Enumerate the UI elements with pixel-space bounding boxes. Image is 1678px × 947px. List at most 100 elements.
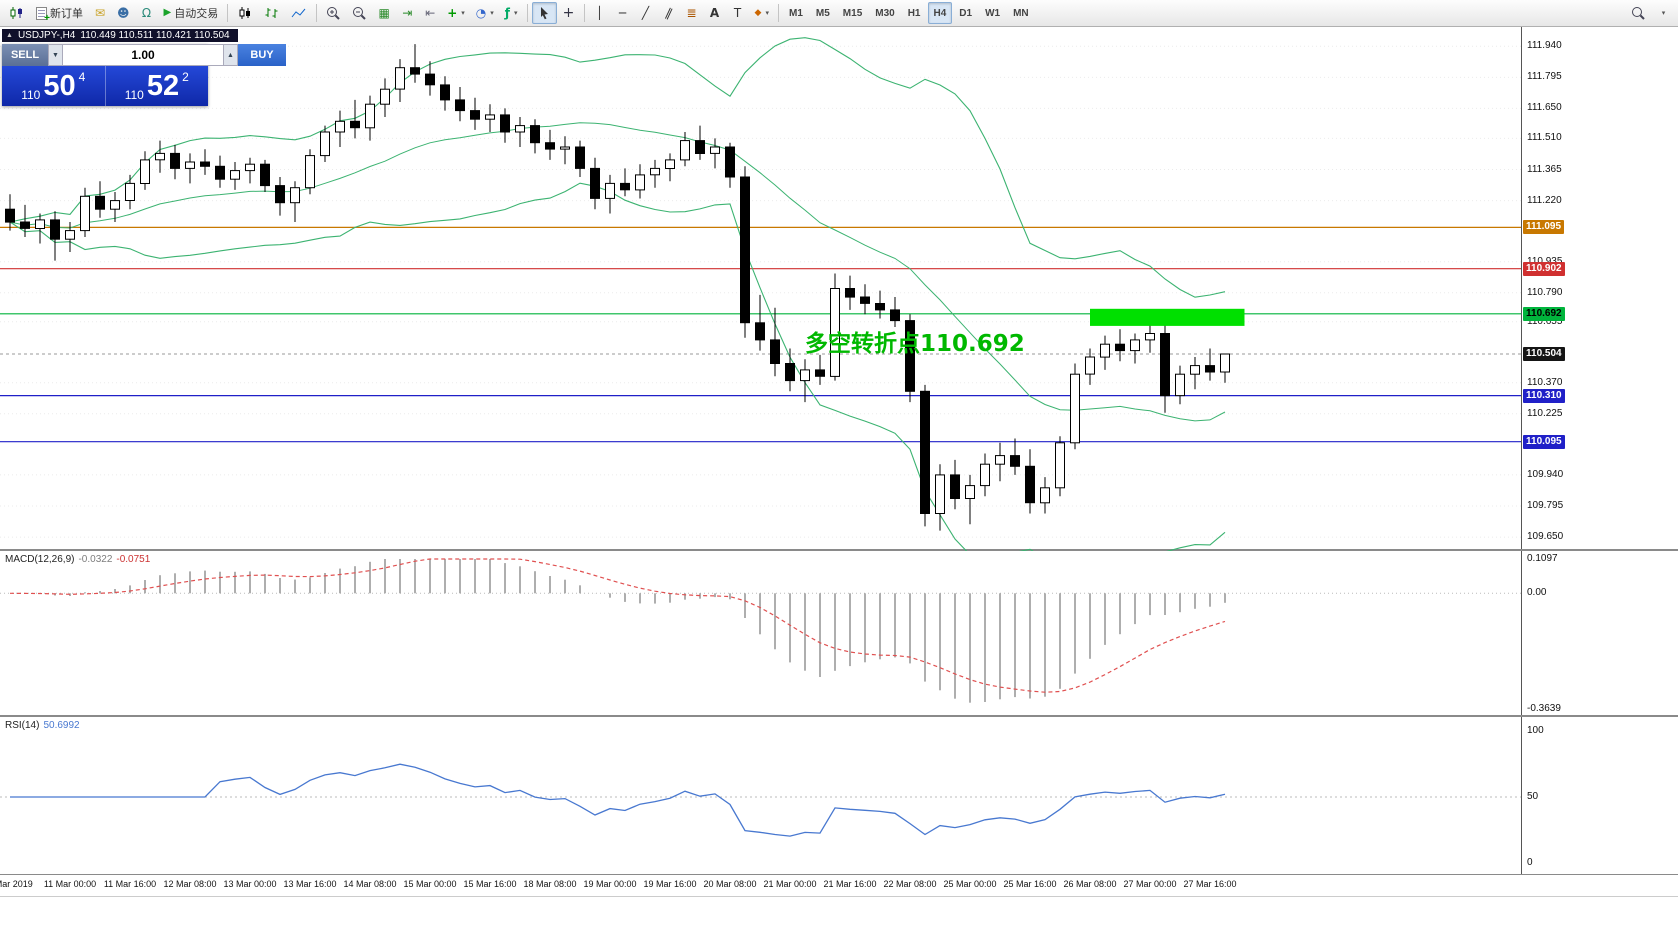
time-axis[interactable]: 8 Mar 2019 11 Mar 00:00 11 Mar 16:00 12 Mar… xyxy=(0,875,1678,897)
price-scale[interactable]: 111.940 111.795 111.650 111.510 111.365 111.2… xyxy=(1521,27,1678,549)
rsi-scale-100: 100 xyxy=(1527,725,1544,736)
zoom-out-icon xyxy=(353,6,366,20)
macd-chart[interactable] xyxy=(0,551,1521,717)
macd-signal-value: -0.0751 xyxy=(116,554,151,565)
rsi-panel[interactable]: RSI(14) 50.6992 100 50 0 xyxy=(0,717,1678,875)
search-button[interactable] xyxy=(1626,2,1651,24)
bar-mode-button[interactable] xyxy=(259,2,285,24)
buy-pipette: 2 xyxy=(182,70,189,84)
vertical-line-icon: │ xyxy=(595,6,604,20)
macd-scale[interactable]: 0.1097 0.00 -0.3639 xyxy=(1521,551,1678,715)
timeframe-mn-button[interactable]: MN xyxy=(1013,7,1029,19)
timeframe-m5-button[interactable]: M5 xyxy=(815,7,830,19)
timeframe-m30-button[interactable]: M30 xyxy=(875,7,895,19)
one-click-trading-widget: SELL ▼ ▲ BUY 110 50 4 110 52 2 xyxy=(2,44,286,106)
rsi-chart[interactable] xyxy=(0,717,1521,875)
timeframe-w1-button[interactable]: W1 xyxy=(985,7,1001,19)
new-order-button[interactable]: 新订单 xyxy=(31,2,88,24)
price-tick: 109.650 xyxy=(1527,531,1564,542)
chart-window-button[interactable] xyxy=(4,2,30,24)
timeframe-h4-button[interactable]: H4 xyxy=(927,2,953,24)
time-label: 11 Mar 16:00 xyxy=(103,879,157,889)
price-tick: 110.790 xyxy=(1527,287,1563,298)
arrows-tool-button[interactable]: ◆ ▾ xyxy=(750,2,774,24)
hline-tool-button[interactable]: ─ xyxy=(612,2,634,24)
pivot-annotation: 多空转折点110.692 xyxy=(805,331,1025,357)
price-tick: 111.365 xyxy=(1527,164,1562,175)
time-label: 15 Mar 00:00 xyxy=(403,879,457,889)
time-label: 21 Mar 16:00 xyxy=(823,879,877,889)
timeframe-d1-button[interactable]: D1 xyxy=(959,7,973,19)
zoom-out-button[interactable] xyxy=(347,2,372,24)
sell-price-display[interactable]: 110 50 4 xyxy=(2,66,106,106)
cursor-icon xyxy=(540,6,548,19)
label-icon: T xyxy=(733,6,742,20)
candlestick-chart[interactable] xyxy=(0,27,1521,551)
trendline-tool-button[interactable]: ╱ xyxy=(635,2,657,24)
support-button[interactable]: Ω xyxy=(136,2,158,24)
macd-panel[interactable]: MACD(12,26,9) -0.0322 -0.0751 0.1097 0.00 … xyxy=(0,551,1678,717)
accounts-button[interactable]: ☻ xyxy=(112,2,135,24)
price-level-badge: 110.902 xyxy=(1523,262,1565,276)
arrows-icon: ◆ xyxy=(754,7,762,18)
label-tool-button[interactable]: T xyxy=(727,2,749,24)
auto-scroll-button[interactable]: ⇥ xyxy=(396,2,418,24)
mail-button[interactable]: ✉ xyxy=(89,2,111,24)
time-label: 19 Mar 00:00 xyxy=(583,879,637,889)
price-tick: 110.655 xyxy=(1527,316,1563,327)
time-label: 26 Mar 08:00 xyxy=(1063,879,1117,889)
price-tick: 110.370 xyxy=(1527,377,1563,388)
chart-area: ▲ USDJPY-,H4 110.449 110.511 110.421 110… xyxy=(0,27,1678,947)
price-tick: 111.510 xyxy=(1527,132,1562,143)
time-label: 25 Mar 16:00 xyxy=(1003,879,1057,889)
text-tool-button[interactable]: A xyxy=(704,2,726,24)
line-mode-button[interactable] xyxy=(286,2,312,24)
time-label: 14 Mar 08:00 xyxy=(343,879,397,889)
indicators-button[interactable]: ƒ ▾ xyxy=(500,2,523,24)
toolbar: 新订单 ✉ ☻ Ω ▶ 自动交易 ▦ ⇥ ⇤ +▾ ◔▾ ƒ▾ + │ ─ ╱ … xyxy=(0,0,1678,27)
periods-button[interactable]: ◔ ▾ xyxy=(471,2,499,24)
zoom-in-button[interactable] xyxy=(321,2,346,24)
sell-pips: 50 xyxy=(43,69,76,102)
tile-windows-button[interactable]: ▦ xyxy=(373,2,395,24)
crosshair-tool-button[interactable]: + xyxy=(558,2,580,24)
indicators-icon: ƒ xyxy=(504,6,511,20)
new-chart-button[interactable]: + ▾ xyxy=(442,2,470,24)
timeframe-m15-button[interactable]: M15 xyxy=(842,7,863,19)
sell-button[interactable]: SELL xyxy=(2,44,48,66)
price-tick: 110.935 xyxy=(1527,256,1562,268)
chevron-down-icon: ▾ xyxy=(765,10,769,17)
time-label: 19 Mar 16:00 xyxy=(643,879,697,889)
zoom-in-icon xyxy=(327,6,340,20)
time-label: 8 Mar 2019 xyxy=(0,879,33,889)
macd-label: MACD(12,26,9) xyxy=(5,554,75,565)
cursor-tool-button[interactable] xyxy=(531,2,557,24)
toolbar-overflow-button[interactable]: ▾ xyxy=(1652,2,1674,24)
price-level-badge: 111.095 xyxy=(1523,220,1565,234)
main-chart-panel[interactable]: ▲ USDJPY-,H4 110.449 110.511 110.421 110… xyxy=(0,27,1678,551)
user-icon: ☻ xyxy=(117,6,130,20)
time-label: 11 Mar 00:00 xyxy=(43,879,97,889)
volume-decrease-button[interactable]: ▼ xyxy=(48,44,63,66)
vline-tool-button[interactable]: │ xyxy=(589,2,611,24)
rsi-scale[interactable]: 100 50 0 xyxy=(1521,717,1678,874)
autotrading-button[interactable]: ▶ 自动交易 xyxy=(159,2,224,24)
volume-input[interactable] xyxy=(63,44,223,66)
chart-symbol-title: USDJPY-,H4 xyxy=(17,30,76,41)
macd-scale-top: 0.1097 xyxy=(1527,553,1558,564)
channel-tool-button[interactable]: ∥ xyxy=(658,2,680,24)
buy-button[interactable]: BUY xyxy=(238,44,286,66)
volume-increase-button[interactable]: ▲ xyxy=(223,44,238,66)
mini-chart-icon xyxy=(10,7,22,19)
crosshair-icon: + xyxy=(562,5,575,21)
buy-price-display[interactable]: 110 52 2 xyxy=(106,66,209,106)
timeframe-h1-button[interactable]: H1 xyxy=(907,7,921,19)
collapse-icon[interactable]: ▲ xyxy=(6,32,13,39)
price-tick: 109.795 xyxy=(1527,500,1564,511)
chart-shift-button[interactable]: ⇤ xyxy=(419,2,441,24)
timeframe-m1-button[interactable]: M1 xyxy=(788,7,803,19)
candlestick-mode-button[interactable] xyxy=(232,2,258,24)
fibonacci-tool-button[interactable]: ≣ xyxy=(681,2,703,24)
macd-header: MACD(12,26,9) -0.0322 -0.0751 xyxy=(5,554,150,565)
price-tick: 109.940 xyxy=(1527,469,1564,480)
